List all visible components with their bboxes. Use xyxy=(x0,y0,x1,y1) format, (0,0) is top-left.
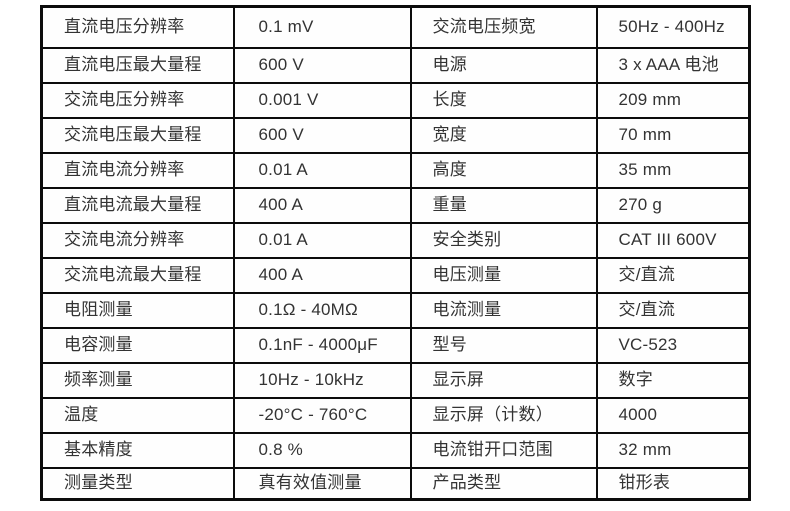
spec-value: 35 mm xyxy=(595,152,751,189)
spec-value: 600 V xyxy=(232,47,412,84)
spec-value: CAT III 600V xyxy=(595,222,751,259)
table-row: 基本精度 0.8 % 电流钳开口范围 32 mm xyxy=(40,432,751,469)
spec-label: 显示屏（计数） xyxy=(409,397,598,434)
table-row: 交流电压最大量程 600 V 宽度 70 mm xyxy=(40,117,751,154)
spec-label: 型号 xyxy=(409,327,598,364)
table-row: 交流电流最大量程 400 A 电压测量 交/直流 xyxy=(40,257,751,294)
spec-value: 0.01 A xyxy=(232,152,412,189)
spec-value: 真有效值测量 xyxy=(232,467,412,501)
spec-value: 0.1nF - 4000μF xyxy=(232,327,412,364)
spec-label: 测量类型 xyxy=(40,467,235,501)
spec-label: 高度 xyxy=(409,152,598,189)
spec-label: 重量 xyxy=(409,187,598,224)
spec-label: 电阻测量 xyxy=(40,292,235,329)
table-row: 电阻测量 0.1Ω - 40MΩ 电流测量 交/直流 xyxy=(40,292,751,329)
spec-value: 400 A xyxy=(232,257,412,294)
spec-label: 电容测量 xyxy=(40,327,235,364)
table-row: 频率测量 10Hz - 10kHz 显示屏 数字 xyxy=(40,362,751,399)
spec-label: 交流电流分辨率 xyxy=(40,222,235,259)
table-row: 直流电流最大量程 400 A 重量 270 g xyxy=(40,187,751,224)
spec-label: 产品类型 xyxy=(409,467,598,501)
spec-label: 直流电压分辨率 xyxy=(40,5,235,49)
table-row: 直流电流分辨率 0.01 A 高度 35 mm xyxy=(40,152,751,189)
spec-label: 安全类别 xyxy=(409,222,598,259)
table-row: 测量类型 真有效值测量 产品类型 钳形表 xyxy=(40,467,751,501)
spec-value: 400 A xyxy=(232,187,412,224)
table-row: 直流电压分辨率 0.1 mV 交流电压频宽 50Hz - 400Hz xyxy=(40,5,751,49)
spec-value: 0.8 % xyxy=(232,432,412,469)
spec-value: 4000 xyxy=(595,397,751,434)
spec-value: VC-523 xyxy=(595,327,751,364)
spec-value: 数字 xyxy=(595,362,751,399)
spec-label: 宽度 xyxy=(409,117,598,154)
spec-value: 交/直流 xyxy=(595,257,751,294)
spec-value: 32 mm xyxy=(595,432,751,469)
spec-label: 长度 xyxy=(409,82,598,119)
spec-label: 显示屏 xyxy=(409,362,598,399)
spec-label: 温度 xyxy=(40,397,235,434)
spec-value: -20°C - 760°C xyxy=(232,397,412,434)
spec-value: 交/直流 xyxy=(595,292,751,329)
spec-label: 交流电流最大量程 xyxy=(40,257,235,294)
spec-value: 270 g xyxy=(595,187,751,224)
spec-label: 交流电压分辨率 xyxy=(40,82,235,119)
spec-label: 交流电压最大量程 xyxy=(40,117,235,154)
spec-label: 电压测量 xyxy=(409,257,598,294)
spec-label: 电流测量 xyxy=(409,292,598,329)
spec-value: 209 mm xyxy=(595,82,751,119)
spec-label: 交流电压频宽 xyxy=(409,5,598,49)
table-row: 温度 -20°C - 760°C 显示屏（计数） 4000 xyxy=(40,397,751,434)
spec-value: 600 V xyxy=(232,117,412,154)
table-row: 交流电流分辨率 0.01 A 安全类别 CAT III 600V xyxy=(40,222,751,259)
table-row: 交流电压分辨率 0.001 V 长度 209 mm xyxy=(40,82,751,119)
spec-label: 直流电流最大量程 xyxy=(40,187,235,224)
spec-value: 0.1Ω - 40MΩ xyxy=(232,292,412,329)
spec-label: 电源 xyxy=(409,47,598,84)
spec-value: 钳形表 xyxy=(595,467,751,501)
spec-value: 0.001 V xyxy=(232,82,412,119)
spec-label: 直流电压最大量程 xyxy=(40,47,235,84)
spec-value: 10Hz - 10kHz xyxy=(232,362,412,399)
spec-value: 0.01 A xyxy=(232,222,412,259)
spec-value: 3 x AAA 电池 xyxy=(595,47,751,84)
spec-label: 频率测量 xyxy=(40,362,235,399)
spec-label: 基本精度 xyxy=(40,432,235,469)
spec-value: 50Hz - 400Hz xyxy=(595,5,751,49)
spec-table: 直流电压分辨率 0.1 mV 交流电压频宽 50Hz - 400Hz 直流电压最… xyxy=(40,5,751,501)
spec-label: 直流电流分辨率 xyxy=(40,152,235,189)
spec-value: 70 mm xyxy=(595,117,751,154)
spec-label: 电流钳开口范围 xyxy=(409,432,598,469)
table-row: 电容测量 0.1nF - 4000μF 型号 VC-523 xyxy=(40,327,751,364)
spec-value: 0.1 mV xyxy=(232,5,412,49)
table-row: 直流电压最大量程 600 V 电源 3 x AAA 电池 xyxy=(40,47,751,84)
